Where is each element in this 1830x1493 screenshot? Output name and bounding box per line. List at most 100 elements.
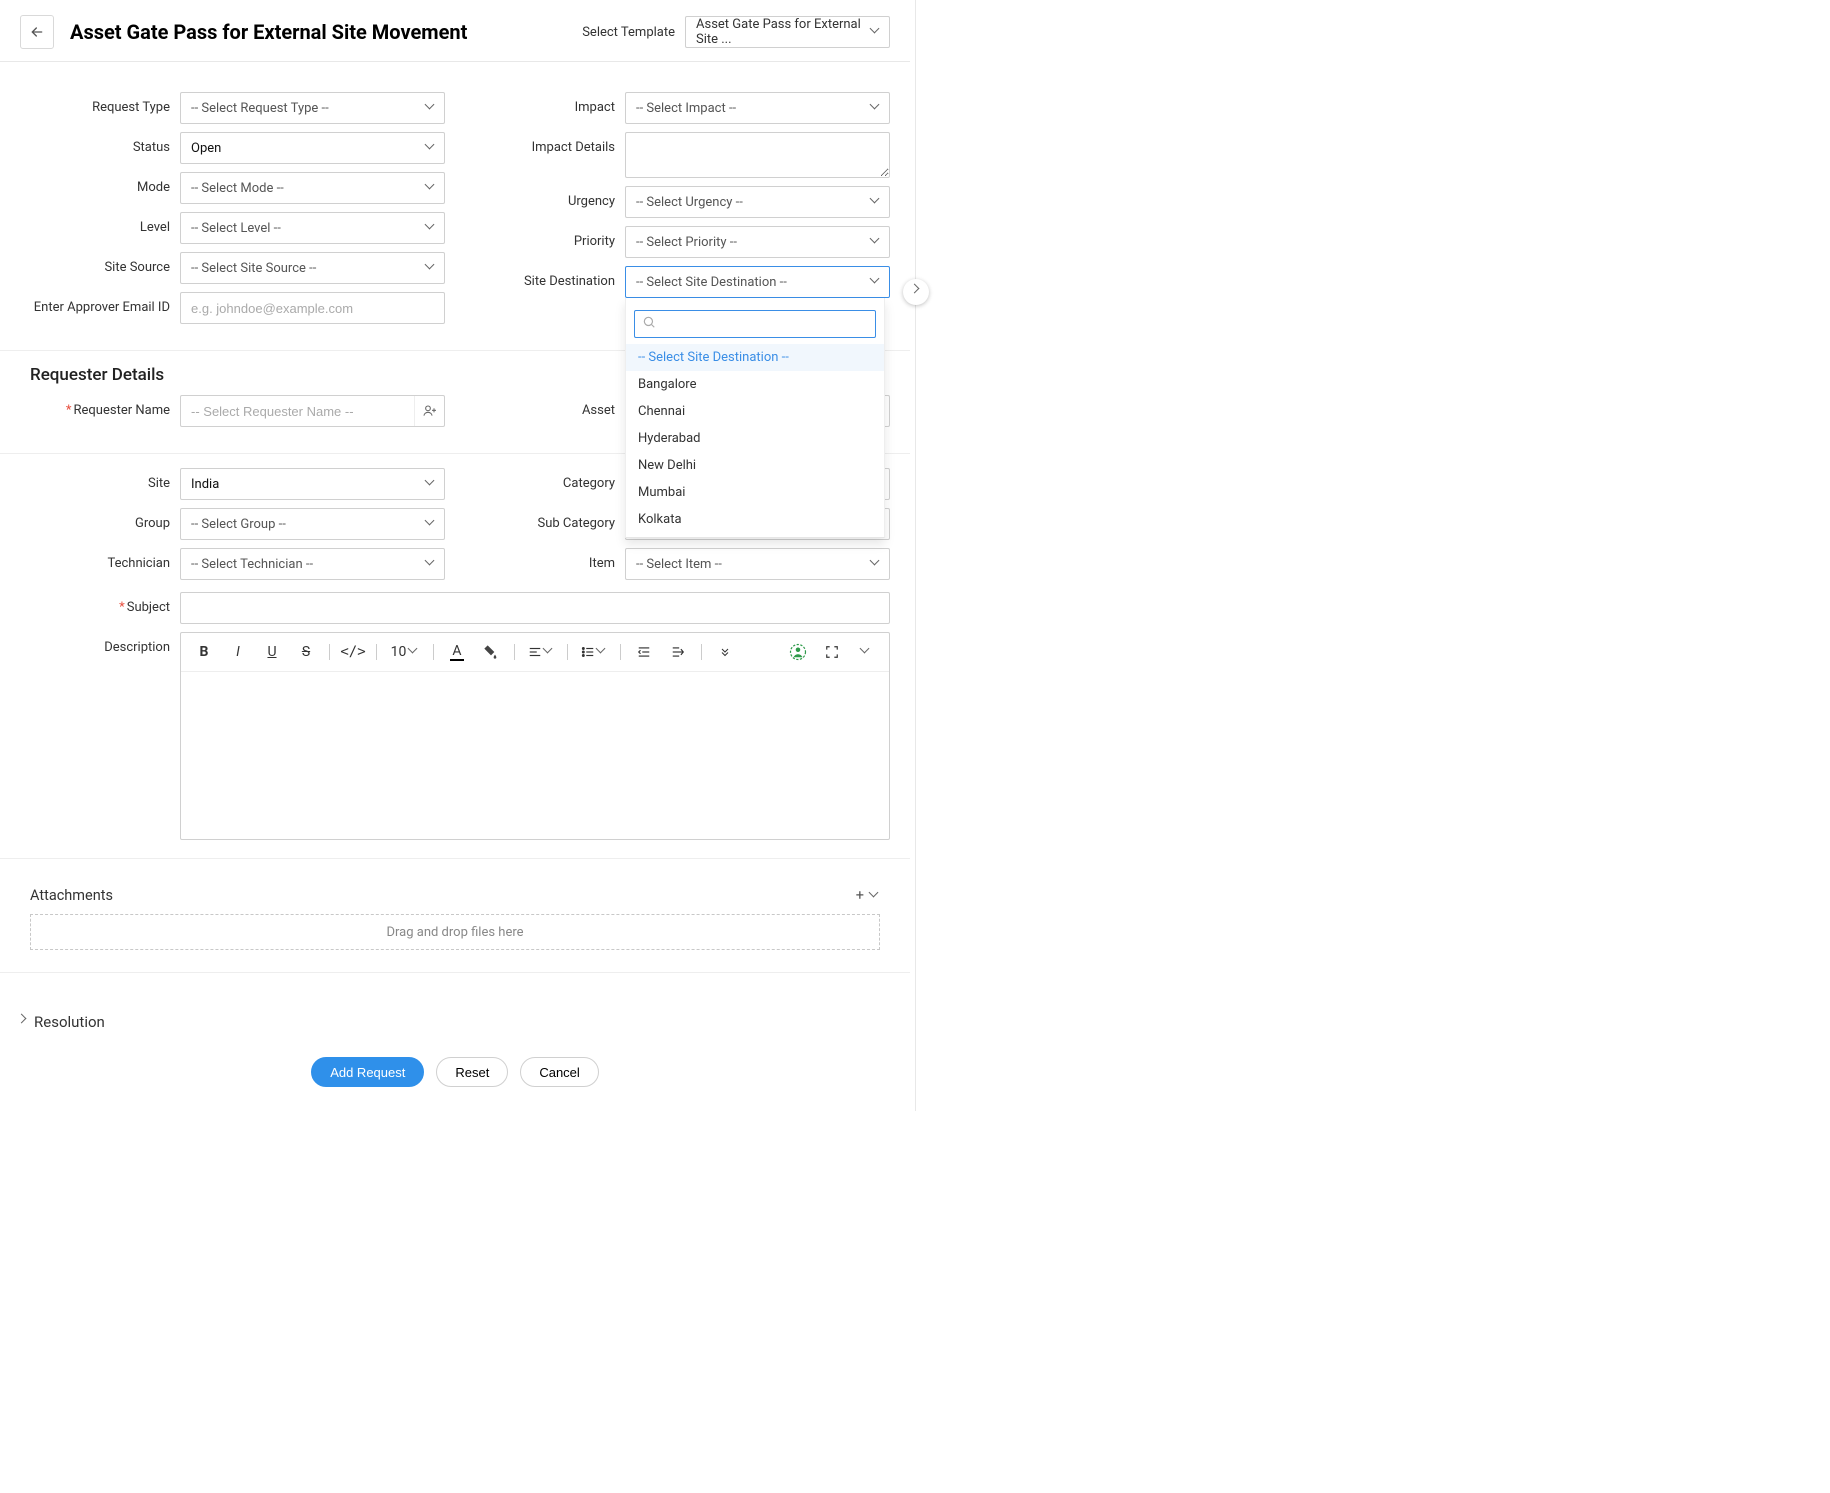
cancel-button[interactable]: Cancel xyxy=(520,1057,598,1087)
dropdown-option-placeholder[interactable]: -- Select Site Destination -- xyxy=(626,344,884,371)
select-request-type[interactable]: -- Select Request Type -- xyxy=(180,92,445,124)
label-request-type: Request Type xyxy=(10,92,180,115)
chevron-down-icon xyxy=(426,223,436,233)
select-mode[interactable]: -- Select Mode -- xyxy=(180,172,445,204)
chevron-down-icon xyxy=(426,519,436,529)
search-icon xyxy=(642,315,656,333)
select-urgency[interactable]: -- Select Urgency -- xyxy=(625,186,890,218)
dropdown-option[interactable]: Bangalore xyxy=(626,371,884,398)
chevron-down-icon xyxy=(871,559,881,569)
resolution-section[interactable]: Resolution xyxy=(0,987,910,1041)
dropdown-option[interactable]: Mumbai xyxy=(626,479,884,506)
double-chevron-down-icon xyxy=(719,646,731,658)
select-level[interactable]: -- Select Level -- xyxy=(180,212,445,244)
label-site-source: Site Source xyxy=(10,252,180,275)
label-approver-email: Enter Approver Email ID xyxy=(10,292,180,315)
label-impact-details: Impact Details xyxy=(455,132,625,155)
select-priority[interactable]: -- Select Priority -- xyxy=(625,226,890,258)
rte-outdent[interactable] xyxy=(629,638,659,666)
add-requester-button[interactable] xyxy=(414,396,444,426)
chevron-down-icon xyxy=(426,103,436,113)
chevron-down-icon xyxy=(871,103,881,113)
arrow-left-icon xyxy=(29,24,45,40)
label-category: Category xyxy=(455,468,625,491)
description-editor: B I U S </> 10 A xyxy=(180,632,890,840)
select-site-source[interactable]: -- Select Site Source -- xyxy=(180,252,445,284)
select-site[interactable]: India xyxy=(180,468,445,500)
select-status[interactable]: Open xyxy=(180,132,445,164)
select-group[interactable]: -- Select Group -- xyxy=(180,508,445,540)
rte-code[interactable]: </> xyxy=(338,638,368,666)
chevron-down-icon xyxy=(426,263,436,273)
select-item[interactable]: -- Select Item -- xyxy=(625,548,890,580)
rte-text-color[interactable]: A xyxy=(442,638,472,666)
add-request-button[interactable]: Add Request xyxy=(311,1057,424,1087)
rte-strike[interactable]: S xyxy=(291,638,321,666)
chevron-right-icon xyxy=(18,1017,28,1027)
dropdown-option[interactable]: New Delhi xyxy=(626,452,884,479)
indent-icon xyxy=(671,645,685,659)
select-site-destination[interactable]: -- Select Site Destination -- xyxy=(625,266,890,298)
rte-bg-color[interactable] xyxy=(476,638,506,666)
align-icon xyxy=(528,645,542,659)
attachments-title: Attachments xyxy=(30,887,113,904)
toolbar-separator xyxy=(567,644,568,660)
plus-icon: + xyxy=(856,887,864,904)
reset-button[interactable]: Reset xyxy=(436,1057,508,1087)
list-icon xyxy=(581,645,595,659)
dropdown-search-input[interactable] xyxy=(634,310,876,338)
attachments-dropzone[interactable]: Drag and drop files here xyxy=(30,914,880,950)
chevron-down-icon xyxy=(426,143,436,153)
label-site-destination: Site Destination xyxy=(455,266,625,289)
label-requester-name: *Requester Name xyxy=(10,395,180,418)
label-status: Status xyxy=(10,132,180,155)
dropdown-option[interactable]: Kolkata xyxy=(626,506,884,533)
toolbar-separator xyxy=(620,644,621,660)
requester-name-input[interactable] xyxy=(180,395,445,427)
back-button[interactable] xyxy=(20,15,54,49)
chevron-down-icon xyxy=(426,559,436,569)
rte-insert-user[interactable] xyxy=(783,638,813,666)
attachments-actions[interactable]: + xyxy=(856,887,880,904)
vertical-separator xyxy=(915,0,916,1111)
rte-list[interactable] xyxy=(576,638,612,666)
rte-fullscreen[interactable] xyxy=(817,638,847,666)
chevron-down-icon xyxy=(871,197,881,207)
select-impact[interactable]: -- Select Impact -- xyxy=(625,92,890,124)
resolution-title: Resolution xyxy=(34,1013,105,1031)
dropdown-option[interactable]: Chennai xyxy=(626,398,884,425)
chevron-down-icon xyxy=(871,237,881,247)
side-expander[interactable] xyxy=(903,279,929,305)
rte-expand[interactable] xyxy=(851,638,881,666)
approver-email-input[interactable] xyxy=(180,292,445,324)
rte-bold[interactable]: B xyxy=(189,638,219,666)
toolbar-separator xyxy=(514,644,515,660)
rte-more[interactable] xyxy=(710,638,740,666)
label-asset: Asset xyxy=(455,395,625,418)
site-destination-dropdown: -- Select Site Destination -- Bangalore … xyxy=(625,298,885,538)
template-value: Asset Gate Pass for External Site ... xyxy=(696,17,863,47)
rte-align[interactable] xyxy=(523,638,559,666)
label-sub-category: Sub Category xyxy=(455,508,625,531)
rte-underline[interactable]: U xyxy=(257,638,287,666)
user-circle-icon xyxy=(789,643,807,661)
label-urgency: Urgency xyxy=(455,186,625,209)
chevron-down-icon xyxy=(871,277,881,287)
subject-input[interactable] xyxy=(180,592,890,624)
label-priority: Priority xyxy=(455,226,625,249)
select-technician[interactable]: -- Select Technician -- xyxy=(180,548,445,580)
label-item: Item xyxy=(455,548,625,571)
chevron-down-icon xyxy=(870,891,880,901)
rte-italic[interactable]: I xyxy=(223,638,253,666)
label-level: Level xyxy=(10,212,180,235)
label-site: Site xyxy=(10,468,180,491)
label-group: Group xyxy=(10,508,180,531)
label-subject: *Subject xyxy=(10,592,180,615)
rte-fontsize[interactable]: 10 xyxy=(385,638,425,666)
rte-indent[interactable] xyxy=(663,638,693,666)
dropdown-option[interactable]: Hyderabad xyxy=(626,425,884,452)
description-textarea[interactable] xyxy=(181,671,889,839)
template-select[interactable]: Asset Gate Pass for External Site ... xyxy=(685,16,890,48)
label-mode: Mode xyxy=(10,172,180,195)
impact-details-textarea[interactable] xyxy=(625,132,890,178)
